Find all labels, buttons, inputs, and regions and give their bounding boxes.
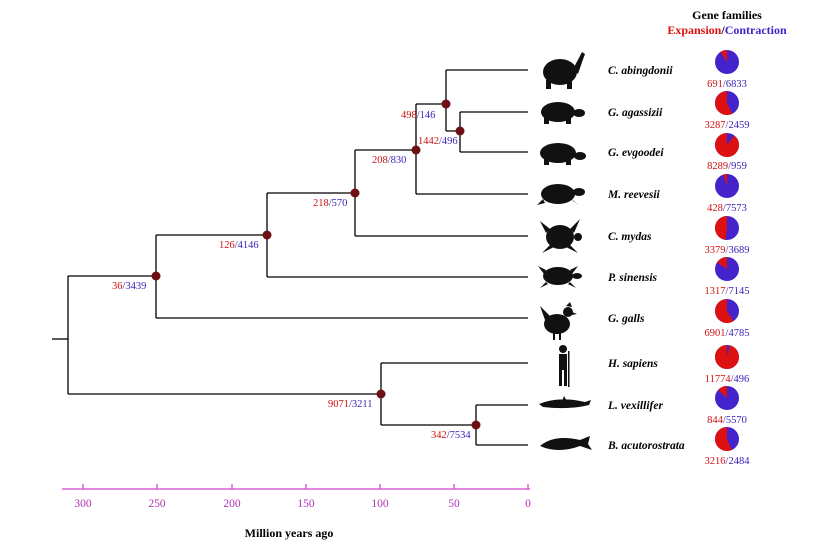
pie-label: 11774/496 bbox=[705, 374, 750, 385]
node-label-n1: 36/3439 bbox=[112, 281, 146, 292]
chicken-icon bbox=[540, 302, 577, 340]
axis-tick-label: 50 bbox=[448, 498, 460, 510]
axis-tick-label: 300 bbox=[74, 498, 92, 510]
pie-slice-expansion bbox=[723, 174, 727, 186]
pie-chart bbox=[714, 298, 739, 324]
pie-slice-expansion bbox=[718, 386, 727, 398]
header-legend: Expansion/Contraction bbox=[667, 23, 787, 37]
pie-chart bbox=[714, 427, 739, 452]
node-label-n4: 208/830 bbox=[372, 155, 406, 166]
pie-label: 3216/2484 bbox=[705, 456, 751, 467]
node-dot-n8 bbox=[471, 420, 481, 430]
node-dot-n1 bbox=[151, 271, 161, 281]
node-dot-n6 bbox=[455, 126, 465, 136]
pie-chart bbox=[714, 91, 739, 115]
node-label-n2: 126/4146 bbox=[219, 240, 259, 251]
taxon-label: H. sapiens bbox=[607, 358, 658, 370]
pie-slice-expansion bbox=[720, 50, 727, 62]
node-dot-n4 bbox=[411, 145, 421, 155]
pie-chart bbox=[715, 257, 739, 281]
tree-branches bbox=[52, 69, 528, 446]
pie-label: 1317/7145 bbox=[705, 286, 750, 297]
node-labels: 36/3439 126/4146 218/570 208/830 498/146… bbox=[112, 110, 471, 441]
pie-chart bbox=[715, 133, 740, 158]
taxon-label: G. agassizii bbox=[608, 107, 663, 119]
pie-chart bbox=[715, 386, 739, 410]
legend-contraction: Contraction bbox=[725, 23, 787, 37]
pie-slice-expansion bbox=[715, 133, 740, 158]
pie-label: 3287/2459 bbox=[705, 120, 750, 131]
node-label-n3: 218/570 bbox=[313, 198, 347, 209]
pie-label: 691/6833 bbox=[707, 79, 747, 90]
node-label-n8: 342/7534 bbox=[431, 430, 471, 441]
pie-chart bbox=[715, 174, 739, 198]
pie-chart bbox=[715, 50, 739, 74]
taxon-label: C. abingdonii bbox=[608, 65, 673, 77]
human-icon bbox=[559, 345, 570, 387]
legend-separator: / bbox=[720, 23, 725, 37]
header-title: Gene families bbox=[692, 8, 762, 22]
pie-slice-expansion bbox=[714, 91, 733, 115]
pie-label: 8289/959 bbox=[707, 161, 747, 172]
taxon-label: G. evgoodei bbox=[608, 147, 664, 159]
axis-tick-label: 150 bbox=[297, 498, 315, 510]
node-dot-n7 bbox=[376, 389, 386, 399]
softshell-turtle-icon bbox=[538, 266, 582, 288]
pie-slice-expansion bbox=[714, 215, 727, 240]
legend-expansion: Expansion bbox=[667, 23, 721, 37]
taxon-label: P. sinensis bbox=[608, 272, 658, 284]
pie-chart bbox=[714, 345, 739, 369]
pie-label: 3379/3689 bbox=[705, 245, 750, 256]
node-label-n6: 1442/496 bbox=[418, 136, 458, 147]
whale-icon bbox=[540, 436, 592, 450]
gene-family-pies bbox=[714, 50, 740, 452]
node-label-n7: 9071/3211 bbox=[328, 399, 373, 410]
dolphin-icon bbox=[539, 396, 591, 409]
taxon-label: G. galls bbox=[608, 313, 645, 325]
pie-label: 844/5570 bbox=[707, 415, 747, 426]
pie-slice-expansion bbox=[714, 345, 739, 369]
node-label-n5: 498/146 bbox=[401, 110, 435, 121]
node-dot-n5 bbox=[441, 99, 451, 109]
tortoise-icon bbox=[543, 52, 585, 89]
pie-label: 428/7573 bbox=[707, 203, 747, 214]
tortoise-icon bbox=[540, 143, 586, 165]
turtle-icon bbox=[537, 184, 585, 205]
pie-chart bbox=[714, 215, 739, 240]
taxon-label: M. reevesii bbox=[607, 189, 661, 201]
pie-slice-expansion bbox=[714, 427, 732, 452]
axis-tick-label: 0 bbox=[525, 498, 531, 510]
pie-label: 6901/4785 bbox=[705, 328, 750, 339]
sea-turtle-icon bbox=[540, 219, 582, 253]
desert-tortoise-icon bbox=[541, 102, 585, 124]
pie-slice-expansion bbox=[717, 257, 727, 269]
node-dot-n3 bbox=[350, 188, 360, 198]
taxon-labels: C. abingdonii G. agassizii G. evgoodei M… bbox=[607, 65, 685, 452]
branch-n5 bbox=[416, 69, 528, 131]
axis-tick-label: 250 bbox=[148, 498, 166, 510]
taxon-label: C. mydas bbox=[608, 231, 652, 243]
pie-slice-expansion bbox=[714, 298, 734, 324]
silhouettes bbox=[537, 52, 592, 450]
taxon-label: L. vexillifer bbox=[607, 400, 663, 412]
axis-tick-label: 100 bbox=[371, 498, 389, 510]
node-dot-n2 bbox=[262, 230, 272, 240]
time-axis: 300 250 200 150 100 50 0 Million years a… bbox=[62, 484, 531, 540]
branch-n4 bbox=[355, 104, 528, 195]
axis-title: Million years ago bbox=[245, 526, 334, 540]
branch-mammals bbox=[68, 362, 528, 425]
pie-labels: 691/6833 3287/2459 8289/959 428/7573 337… bbox=[705, 79, 751, 467]
axis-tick-label: 200 bbox=[223, 498, 241, 510]
node-markers bbox=[151, 99, 481, 430]
taxon-label: B. acutorostrata bbox=[607, 440, 685, 452]
